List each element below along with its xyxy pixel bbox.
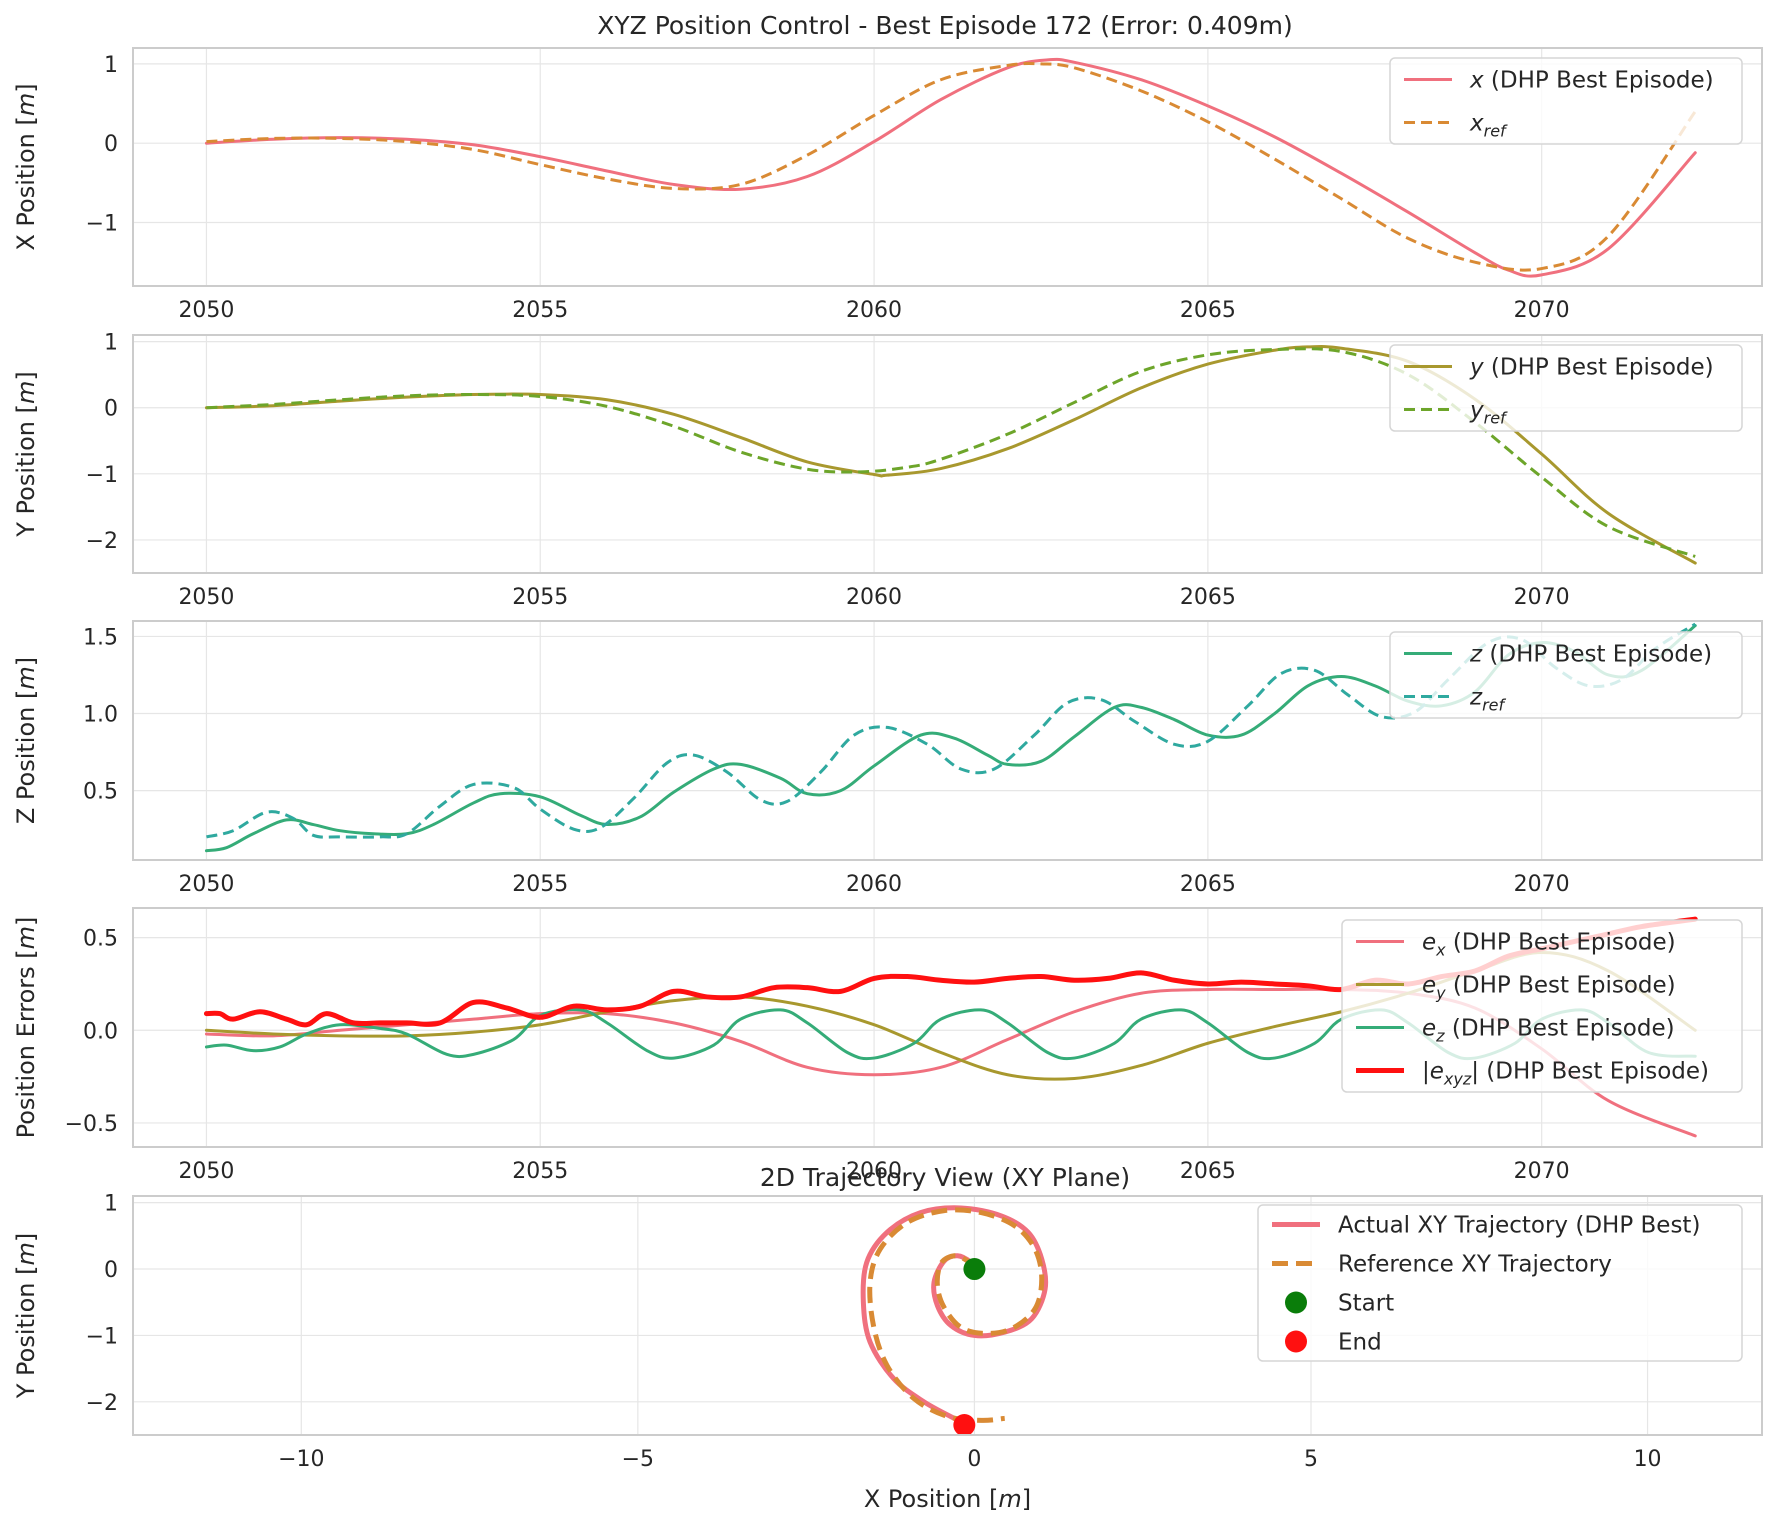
x-tick-label: 2060 (846, 585, 902, 610)
legend-label: Reference XY Trajectory (1338, 1252, 1612, 1278)
y-tick-label: −2 (86, 529, 118, 554)
legend-label: Start (1338, 1291, 1394, 1317)
legend-label: xref (1469, 111, 1508, 141)
legend-frame (1341, 919, 1743, 1093)
marker-start (963, 1258, 986, 1281)
x-tick-label: 2055 (512, 872, 568, 897)
x-tick-label: 10 (1634, 1447, 1662, 1472)
legend-label: x (DHP Best Episode) (1469, 68, 1714, 94)
axes-frame (132, 620, 1763, 861)
y-tick-label: −1 (86, 463, 118, 488)
y-tick-label: 1.0 (83, 703, 118, 728)
y-axis-label: Y Position [m] (12, 1233, 40, 1400)
series-group (204, 57, 1697, 278)
axes-frame (132, 907, 1763, 1148)
x-tick-label: 2055 (512, 298, 568, 323)
legend-marker (1285, 1330, 1307, 1353)
legend-label: yref (1469, 398, 1508, 428)
legend-label: ey (DHP Best Episode) (1422, 973, 1676, 1003)
legend-label: zref (1469, 685, 1507, 715)
series-line-2 (206, 61, 1697, 272)
y-axis-label: Z Position [m] (12, 657, 40, 824)
legend: x (DHP Best Episode) xref (1389, 57, 1743, 145)
x-tick-label: 2050 (178, 1159, 234, 1184)
subplot-3: 2050 2055 2060 2065 2070 0.5 1.0 1.5 Z Position … (12, 620, 1763, 897)
x-tick-label: 2070 (1514, 872, 1570, 897)
figure-title: XYZ Position Control - Best Episode 172 … (597, 11, 1292, 40)
x-tick-label: 2060 (846, 1159, 902, 1184)
x-tick-label: 2050 (178, 872, 234, 897)
y-tick-label: −1 (86, 1324, 118, 1349)
subplot-title: 2D Trajectory View (XY Plane) (760, 1163, 1130, 1192)
axes-frame (132, 1195, 1763, 1436)
legend: Actual XY Trajectory (DHP Best) Reference… (1257, 1204, 1743, 1362)
legend-label: z (DHP Best Episode) (1469, 642, 1712, 668)
y-axis-label: X Position [m] (12, 83, 40, 250)
series-line-1 (860, 1205, 1049, 1428)
x-tick-label: −5 (622, 1447, 654, 1472)
marker-end (953, 1414, 976, 1435)
x-tick-label: 2050 (178, 585, 234, 610)
legend-frame (1389, 631, 1743, 719)
x-tick-label: 2065 (1180, 585, 1236, 610)
y-tick-label: 0.0 (83, 1019, 118, 1044)
legend-label: |exyz| (DHP Best Episode) (1422, 1059, 1709, 1089)
x-tick-label: 2065 (1180, 872, 1236, 897)
x-tick-label: 2055 (512, 585, 568, 610)
legend: y (DHP Best Episode) yref (1389, 344, 1743, 432)
x-tick-label: −10 (278, 1447, 324, 1472)
x-tick-label: 2070 (1514, 585, 1570, 610)
y-axis-label: Position Errors [m] (12, 917, 40, 1139)
axes-frame (132, 47, 1763, 287)
y-tick-label: 1.5 (83, 625, 118, 650)
x-tick-label: 2050 (178, 298, 234, 323)
legend-label: End (1338, 1330, 1382, 1356)
y-tick-label: 1 (104, 1192, 118, 1217)
x-tick-label: 2065 (1180, 1159, 1236, 1184)
legend-marker (1285, 1291, 1307, 1314)
x-tick-label: 5 (1304, 1447, 1318, 1472)
subplot-4: 2050 2055 2060 2065 2070 −0.5 0.0 0.5 Position E… (12, 907, 1763, 1184)
y-tick-label: −2 (86, 1391, 118, 1416)
y-tick-label: 1 (104, 53, 118, 78)
y-tick-label: −0.5 (65, 1112, 118, 1137)
legend-frame (1257, 1204, 1743, 1362)
x-tick-label: 2065 (1180, 298, 1236, 323)
legend-label: y (DHP Best Episode) (1469, 355, 1714, 381)
x-axis-label: X Position [m] (864, 1485, 1031, 1513)
legend: ex (DHP Best Episode) ey (DHP Best Episod… (1341, 919, 1743, 1093)
y-tick-label: −1 (86, 212, 118, 237)
y-axis-label: Y Position [m] (12, 371, 40, 538)
subplot-1: 2050 2055 2060 2065 2070 −1 0 1 X Position [m] x … (12, 47, 1763, 323)
series-line-1 (204, 57, 1697, 278)
x-tick-label: 0 (967, 1447, 981, 1472)
legend: z (DHP Best Episode) zref (1389, 631, 1743, 719)
x-tick-label: 2060 (846, 872, 902, 897)
axes-frame (132, 334, 1763, 574)
y-tick-label: 0 (104, 132, 118, 157)
y-tick-label: 0.5 (83, 780, 118, 805)
legend-label: ex (DHP Best Episode) (1422, 930, 1676, 960)
y-tick-label: 1 (104, 331, 118, 356)
legend-label: Actual XY Trajectory (DHP Best) (1338, 1213, 1700, 1239)
legend-frame (1389, 344, 1743, 432)
x-tick-label: 2055 (512, 1159, 568, 1184)
legend-label: ez (DHP Best Episode) (1422, 1016, 1675, 1046)
y-tick-label: 0.5 (83, 927, 118, 952)
legend-frame (1389, 57, 1743, 145)
x-tick-label: 2070 (1514, 298, 1570, 323)
series-group (860, 1205, 1049, 1435)
y-tick-label: 0 (104, 397, 118, 422)
subplot-2: 2050 2055 2060 2065 2070 −2 −1 0 1 Y Position [m]… (12, 331, 1763, 610)
x-tick-label: 2060 (846, 298, 902, 323)
series-line-2 (867, 1207, 1045, 1423)
x-tick-label: 2070 (1514, 1159, 1570, 1184)
y-tick-label: 0 (104, 1258, 118, 1283)
